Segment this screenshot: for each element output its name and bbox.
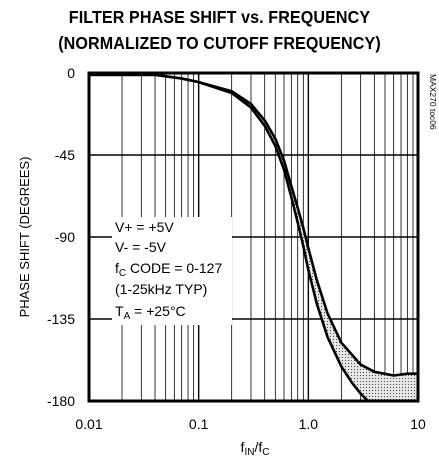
x-axis-label: fIN/fC xyxy=(241,439,270,458)
plot-frame xyxy=(87,71,420,403)
y-tick-label: -45 xyxy=(55,147,75,163)
condition-fc-code: fC CODE = 0-127 xyxy=(115,260,222,279)
watermark: MAX270 toc06 xyxy=(428,74,438,130)
chart-title: FILTER PHASE SHIFT vs. FREQUENCY xyxy=(68,7,371,27)
y-tick-label: -135 xyxy=(47,311,75,327)
x-tick-label: 0.1 xyxy=(189,416,209,432)
x-tick-label: 0.01 xyxy=(75,416,102,432)
condition-range: (1-25kHz TYP) xyxy=(115,281,207,297)
x-tick-label: 1.0 xyxy=(299,416,319,432)
conditions-block: V+ = +5V V- = -5V fC CODE = 0-127 (1-25k… xyxy=(112,217,232,325)
series-line-2 xyxy=(89,73,418,377)
y-tick-label: 0 xyxy=(67,65,75,81)
y-tick-label: -90 xyxy=(55,229,75,245)
series-lines xyxy=(89,73,418,401)
y-axis-label: PHASE SHIFT (DEGREES) xyxy=(17,157,32,318)
y-tick-label: -180 xyxy=(47,393,75,409)
chart-subtitle: (NORMALIZED TO CUTOFF FREQUENCY) xyxy=(58,33,381,53)
y-tick-labels: 0 -45 -90 -135 -180 xyxy=(47,65,75,409)
condition-vminus: V- = -5V xyxy=(115,239,167,255)
condition-ta: TA = +25°C xyxy=(115,303,186,322)
condition-vplus: V+ = +5V xyxy=(115,219,174,235)
x-tick-labels: 0.01 0.1 1.0 10 xyxy=(75,416,426,432)
x-tick-label: 10 xyxy=(410,416,426,432)
